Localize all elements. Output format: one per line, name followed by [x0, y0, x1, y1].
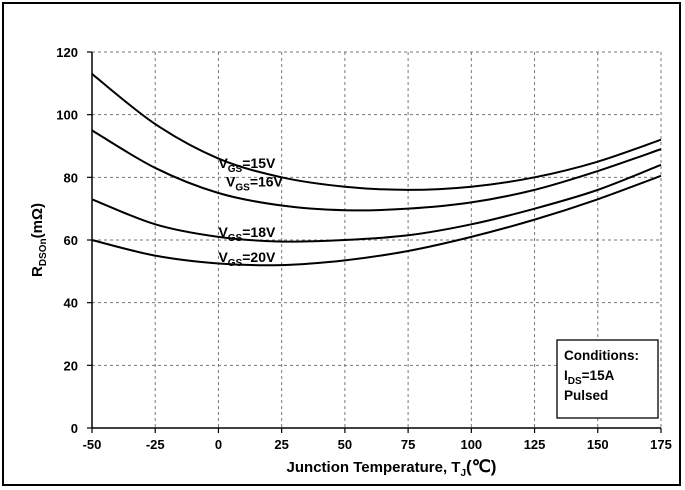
x-tick-label: 50: [338, 437, 352, 452]
series-label-tail: =16V: [250, 174, 284, 190]
x-axis-label: Junction Temperature, TJ(℃): [287, 457, 497, 479]
series-label-tail: =15V: [242, 155, 276, 171]
y-tick-label: 20: [64, 358, 78, 373]
y-tick-label: 60: [64, 233, 78, 248]
y-axis-label-sub: DSOn: [38, 238, 49, 266]
x-axis-label-main: Junction Temperature, T: [287, 459, 461, 476]
conditions-title: Conditions:: [564, 348, 639, 363]
y-tick-label: 100: [56, 108, 78, 123]
series-label-sub: GS: [228, 233, 243, 244]
x-tick-label: 25: [274, 437, 288, 452]
x-tick-label: 175: [650, 437, 672, 452]
y-tick-label: 0: [71, 421, 78, 436]
series-label-tail: =18V: [242, 224, 276, 240]
x-tick-label: 125: [524, 437, 546, 452]
y-axis-label-main: R: [29, 266, 46, 277]
x-tick-label: 0: [215, 437, 222, 452]
conditions-current-sub: DS: [568, 376, 582, 387]
x-tick-label: 100: [460, 437, 482, 452]
conditions-pulsed: Pulsed: [564, 388, 608, 403]
series-label-sub: GS: [235, 183, 250, 194]
x-tick-label: -50: [83, 437, 102, 452]
x-tick-label: 75: [401, 437, 415, 452]
y-tick-label: 120: [56, 45, 78, 60]
y-tick-label: 80: [64, 170, 78, 185]
x-tick-label: -25: [146, 437, 165, 452]
x-axis-label-unit: (℃): [466, 457, 496, 476]
x-tick-label: 150: [587, 437, 609, 452]
series-label-sub: GS: [228, 258, 243, 269]
y-axis-label: RDSOn(mΩ): [29, 203, 49, 277]
y-tick-label: 40: [64, 296, 78, 311]
conditions-current-tail: =15A: [582, 368, 615, 383]
y-axis-label-unit: (mΩ): [29, 203, 46, 238]
series-label-tail: =20V: [242, 249, 276, 265]
